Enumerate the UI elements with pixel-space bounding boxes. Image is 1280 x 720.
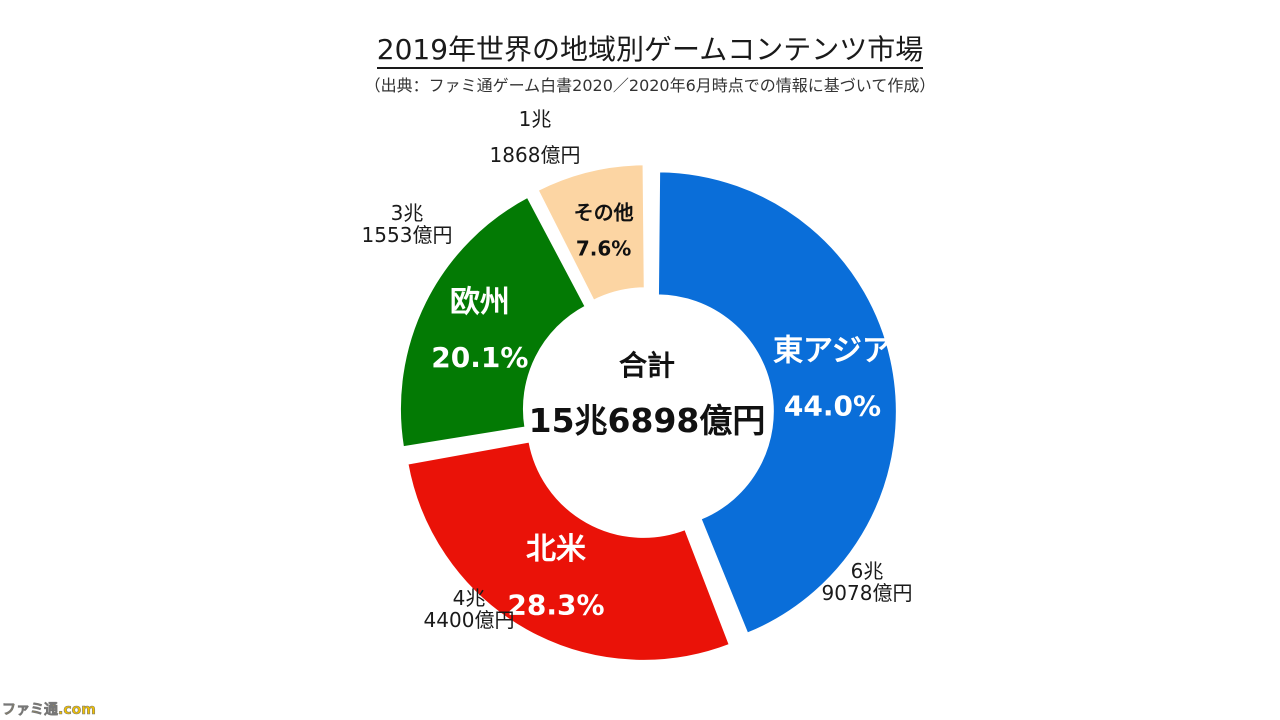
slice-percent-label: 7.6% <box>576 237 631 261</box>
slice-amount-label: 1兆 <box>519 107 552 131</box>
slice-amount-label: 9078億円 <box>822 581 913 605</box>
slice-2 <box>406 440 732 662</box>
slice-amount-label: 4400億円 <box>424 608 515 632</box>
slice-percent-label: 20.1% <box>431 341 528 374</box>
slice-name-label: その他 <box>574 201 634 225</box>
site-logo: ファミ通.com <box>2 702 96 719</box>
slice-amount-label: 1553億円 <box>362 223 453 247</box>
slice-1 <box>656 170 898 635</box>
slice-amount-label: 3兆 <box>391 201 424 225</box>
chart-title: 2019年世界の地域別ゲームコンテンツ市場 <box>0 30 1280 70</box>
center-total-label: 合計 <box>619 349 675 382</box>
slice-4 <box>536 163 646 303</box>
slice-name-label: 東アジア <box>773 333 892 368</box>
center-total-value: 15兆6898億円 <box>529 401 766 440</box>
slice-percent-label: 44.0% <box>784 390 881 423</box>
slice-amount-label: 6兆 <box>851 559 884 583</box>
slice-name-label: 欧州 <box>450 285 510 320</box>
slice-amount-label: 4兆 <box>453 586 486 610</box>
donut-slices <box>398 163 898 662</box>
chart-title-text: 2019年世界の地域別ゲームコンテンツ市場 <box>376 33 924 69</box>
chart-subtitle: （出典：ファミ通ゲーム白書2020／2020年6月時点での情報に基づいて作成） <box>364 76 936 95</box>
slice-amount-label: 1868億円 <box>490 143 581 167</box>
slice-3 <box>398 195 587 449</box>
slice-name-label: 北米 <box>526 532 586 567</box>
slice-percent-label: 28.3% <box>507 589 604 622</box>
